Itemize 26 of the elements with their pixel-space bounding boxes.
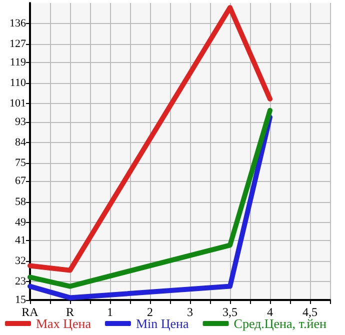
x-tick-label: 3,5	[222, 305, 238, 319]
y-tick-label: 32	[15, 255, 26, 268]
x-tick-label: 4	[267, 305, 273, 319]
y-tick-label: 58	[15, 196, 26, 208]
legend-label: Max Цена	[36, 316, 92, 331]
y-tick-label: 75	[15, 156, 26, 169]
x-tick-label: 1	[107, 305, 113, 319]
x-tick-label: 2	[147, 305, 153, 319]
y-tick-label: 41	[15, 234, 26, 247]
legend-label: Min Цена	[136, 316, 189, 331]
y-tick-label: 84	[15, 136, 26, 148]
y-tick-label: 49	[15, 216, 26, 228]
x-tick-label: 4,5	[302, 305, 318, 319]
y-tick-label: 15	[15, 294, 26, 306]
legend-label: Сред.Цена, т.йен	[234, 316, 326, 331]
x-tick-label: R	[66, 305, 74, 319]
y-tick-label: 93	[15, 116, 26, 128]
x-tick-label: RA	[22, 305, 39, 319]
y-tick-label: 110	[10, 76, 26, 89]
y-tick-label: 127	[10, 38, 26, 50]
y-tick-label: 119	[10, 56, 26, 68]
y-tick-label: 23	[15, 276, 26, 288]
y-tick-label: 136	[10, 18, 26, 30]
y-tick-label: 101	[10, 98, 26, 110]
y-tick-label: 67	[15, 175, 26, 188]
x-tick-label: 3	[187, 305, 193, 319]
